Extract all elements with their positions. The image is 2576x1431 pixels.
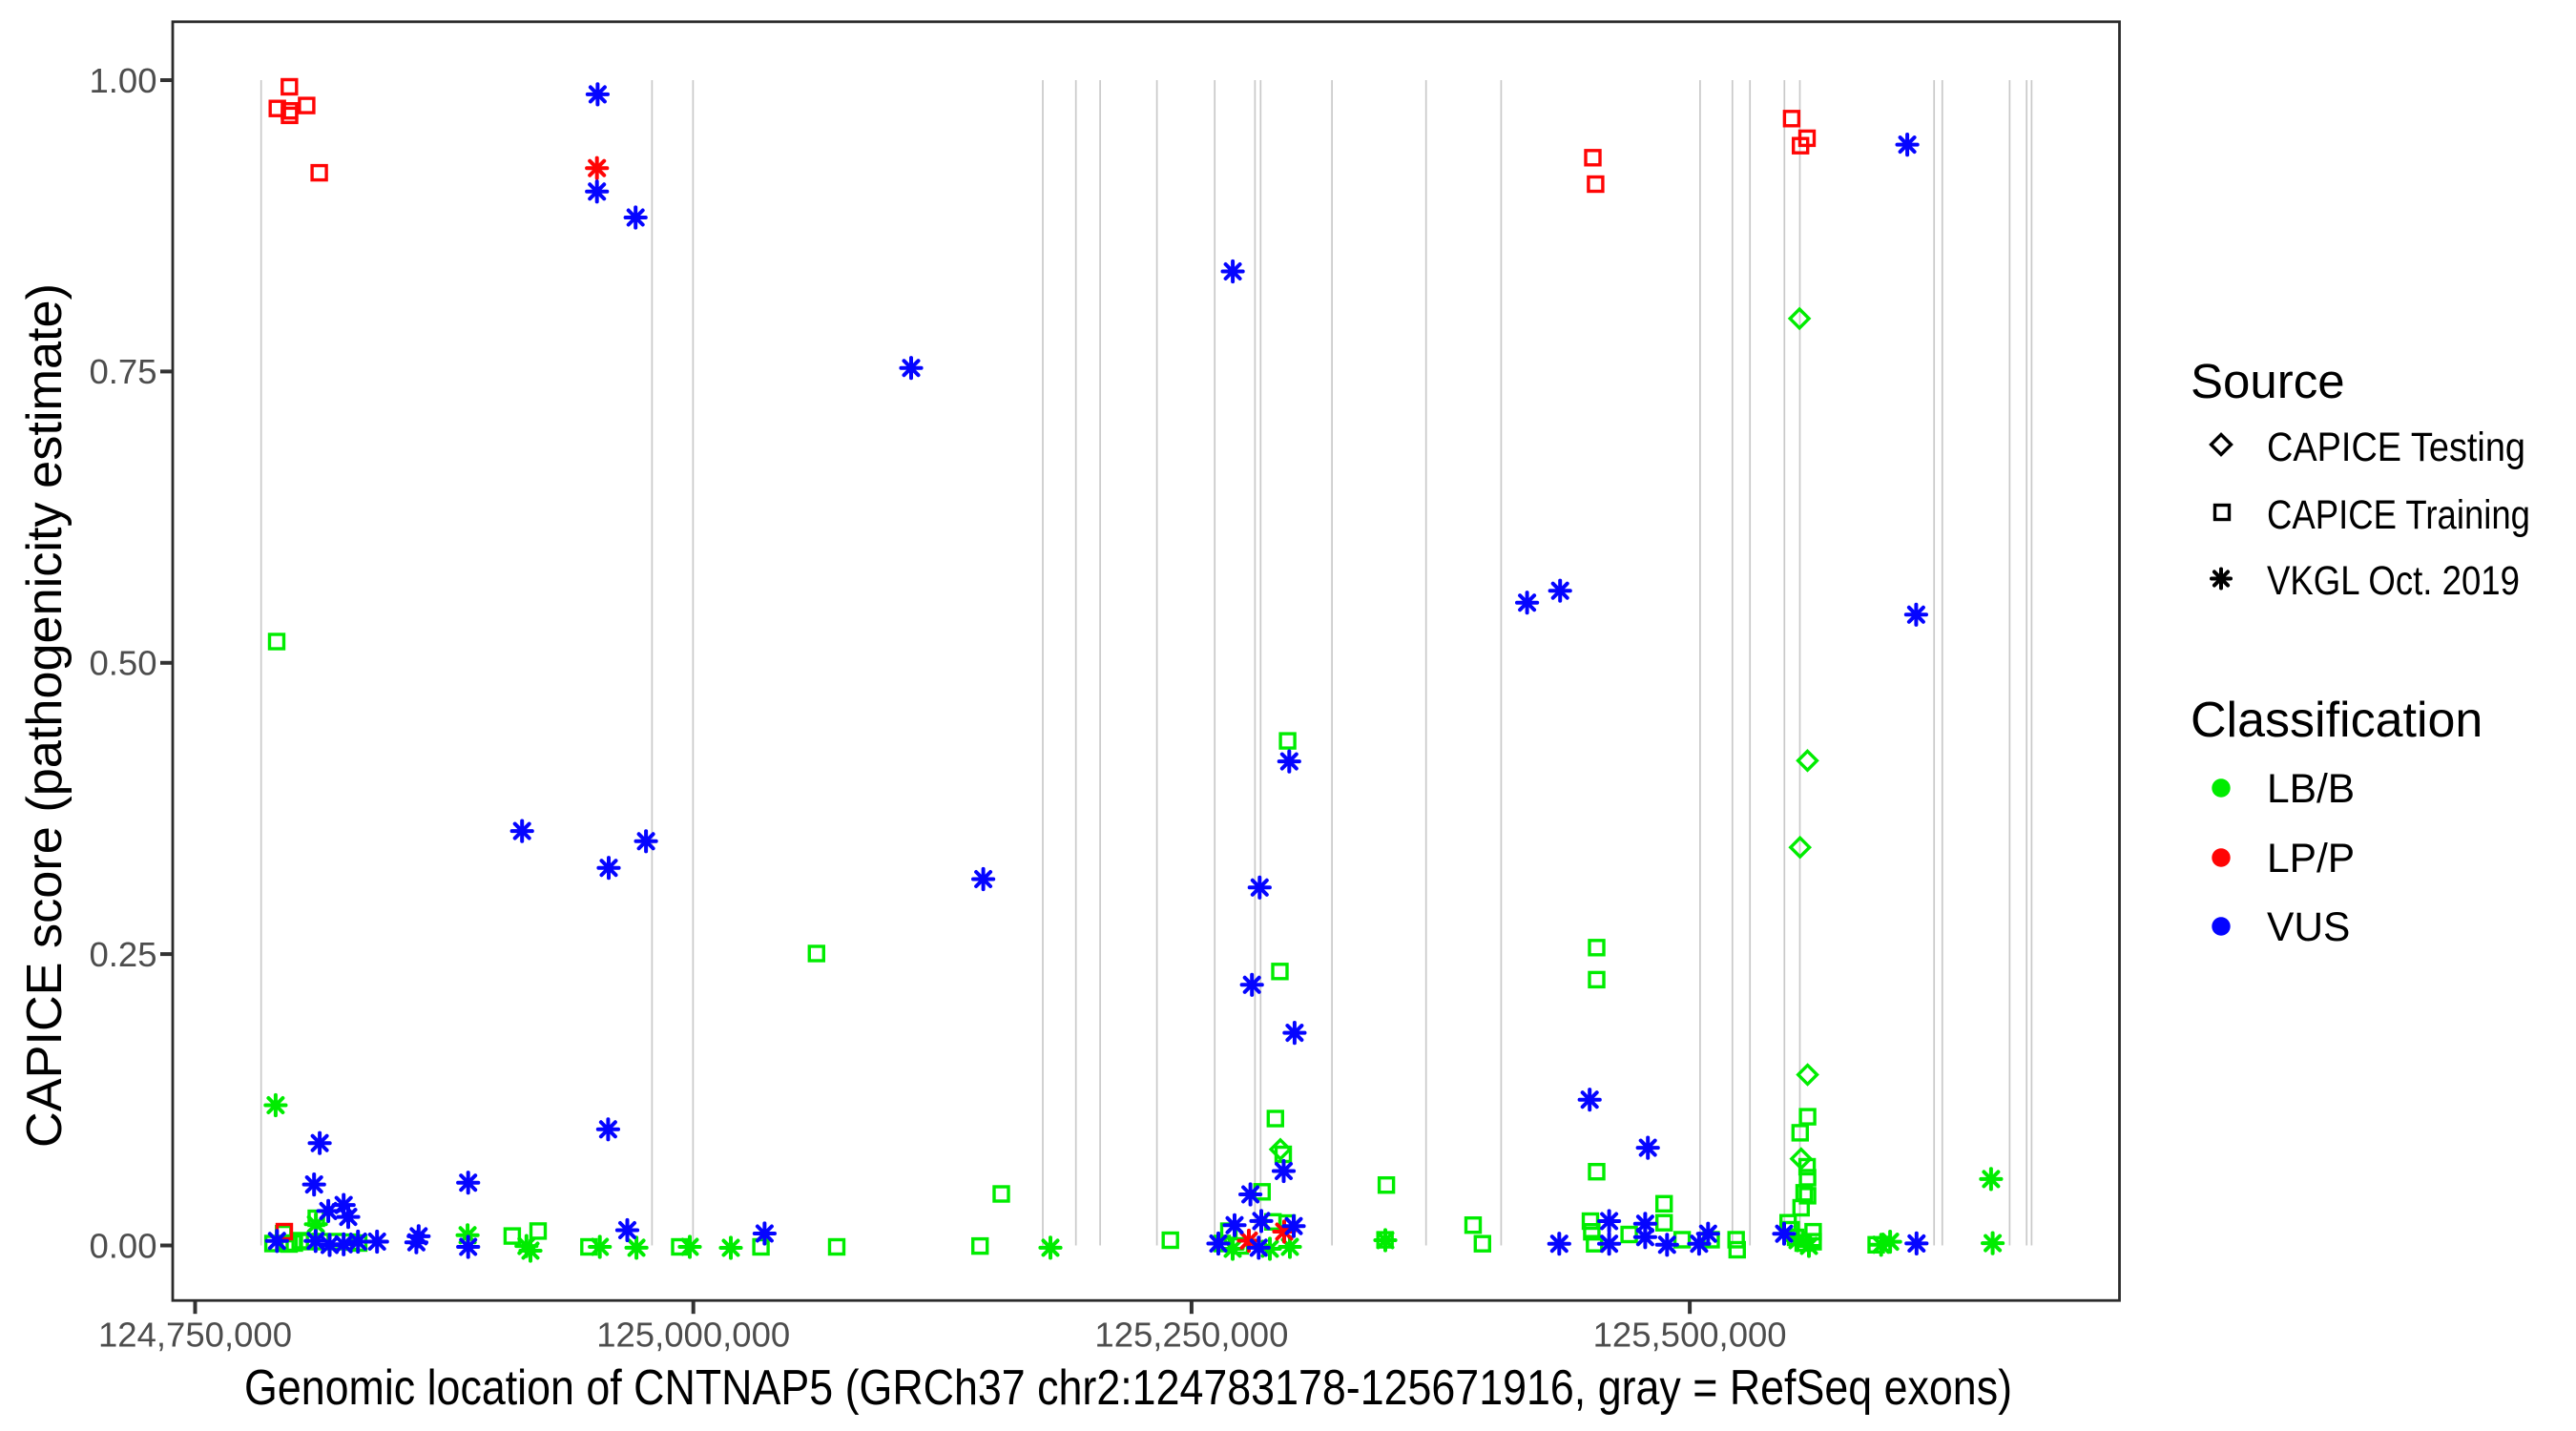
svg-text:0.25: 0.25	[89, 935, 156, 974]
svg-text:0.50: 0.50	[89, 644, 156, 683]
svg-text:125,500,000: 125,500,000	[1593, 1316, 1787, 1355]
svg-text:Source: Source	[2191, 354, 2345, 408]
svg-text:CAPICE Testing: CAPICE Testing	[2267, 425, 2525, 470]
svg-text:125,250,000: 125,250,000	[1094, 1316, 1288, 1355]
svg-text:CAPICE score (pathogenicity es: CAPICE score (pathogenicity estimate)	[17, 283, 73, 1148]
svg-text:125,000,000: 125,000,000	[596, 1316, 790, 1355]
svg-text:Classification: Classification	[2191, 693, 2483, 748]
svg-text:0.00: 0.00	[89, 1226, 156, 1265]
svg-text:CAPICE Training: CAPICE Training	[2267, 493, 2530, 538]
svg-text:1.00: 1.00	[89, 61, 156, 100]
svg-text:LB/B: LB/B	[2267, 767, 2355, 812]
svg-text:LP/P: LP/P	[2267, 837, 2355, 881]
svg-text:VKGL Oct. 2019: VKGL Oct. 2019	[2267, 559, 2520, 604]
svg-text:0.75: 0.75	[89, 352, 156, 391]
svg-text:Genomic location of CNTNAP5 (G: Genomic location of CNTNAP5 (GRCh37 chr2…	[244, 1360, 2012, 1416]
svg-text:VUS: VUS	[2267, 905, 2350, 950]
svg-text:124,750,000: 124,750,000	[98, 1316, 292, 1355]
